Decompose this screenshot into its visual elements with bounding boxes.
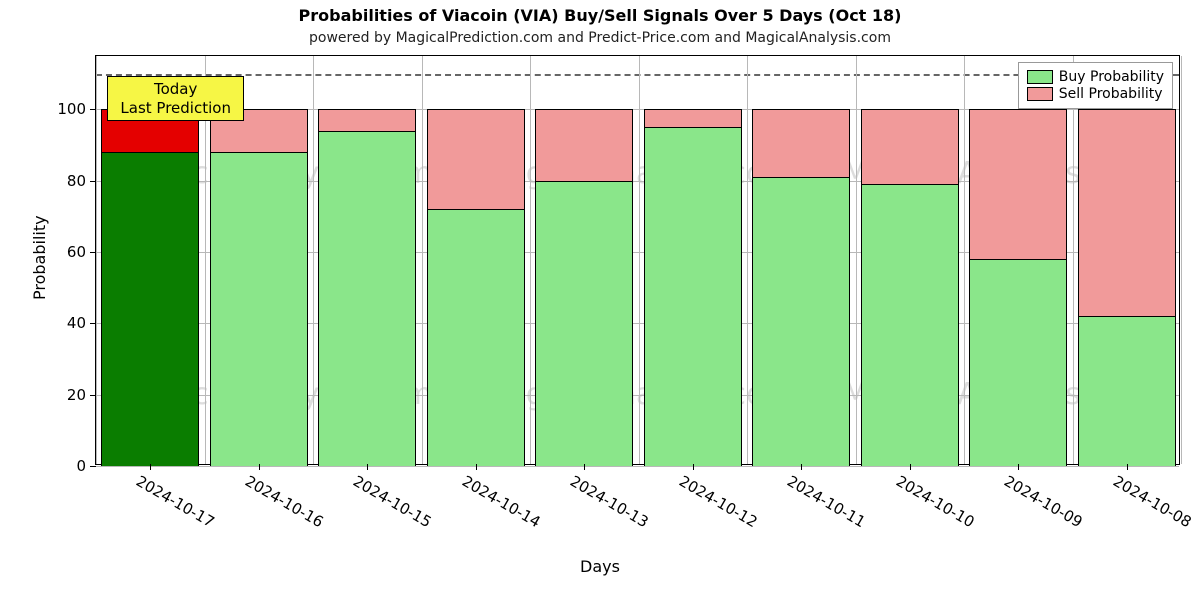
bar-buy: [535, 181, 633, 466]
bar-group: [752, 56, 850, 464]
x-tick-label: 2024-10-10: [893, 472, 978, 531]
bar-buy: [427, 209, 525, 466]
x-tick: [910, 464, 911, 470]
y-tick-label: 80: [46, 172, 96, 190]
legend-swatch: [1027, 70, 1053, 84]
bar-sell: [1078, 109, 1176, 316]
bar-sell: [861, 109, 959, 184]
x-tick: [801, 464, 802, 470]
x-tick: [259, 464, 260, 470]
x-tick-label: 2024-10-12: [676, 472, 761, 531]
bar-buy: [318, 131, 416, 466]
bar-sell: [752, 109, 850, 177]
bars-layer: [96, 56, 1179, 464]
x-tick-label: 2024-10-15: [350, 472, 435, 531]
v-gridline: [1181, 56, 1182, 464]
legend-swatch: [1027, 87, 1053, 101]
x-tick-label: 2024-10-09: [1001, 472, 1086, 531]
bar-group: [535, 56, 633, 464]
bar-group: [644, 56, 742, 464]
x-tick-label: 2024-10-17: [133, 472, 218, 531]
chart-title: Probabilities of Viacoin (VIA) Buy/Sell …: [0, 6, 1200, 25]
legend-row: Sell Probability: [1027, 86, 1164, 102]
y-tick-label: 20: [46, 386, 96, 404]
legend: Buy ProbabilitySell Probability: [1018, 62, 1173, 109]
annotation-line: Last Prediction: [120, 99, 231, 118]
x-tick-label: 2024-10-11: [784, 472, 869, 531]
bar-group: [1078, 56, 1176, 464]
y-tick-label: 100: [46, 100, 96, 118]
annotation-line: Today: [120, 80, 231, 99]
bar-group: [427, 56, 525, 464]
bar-buy: [1078, 316, 1176, 466]
legend-row: Buy Probability: [1027, 69, 1164, 85]
bar-sell: [318, 109, 416, 130]
x-tick: [693, 464, 694, 470]
bar-sell: [427, 109, 525, 209]
x-tick: [1018, 464, 1019, 470]
chart-subtitle: powered by MagicalPrediction.com and Pre…: [0, 30, 1200, 46]
bar-buy: [969, 259, 1067, 466]
bar-group: [969, 56, 1067, 464]
bar-sell: [969, 109, 1067, 259]
y-tick-label: 60: [46, 243, 96, 261]
bar-buy: [101, 152, 199, 466]
bar-buy: [210, 152, 308, 466]
y-axis-label: Probability: [30, 215, 49, 300]
bar-sell: [535, 109, 633, 180]
bar-group: [318, 56, 416, 464]
bar-sell: [644, 109, 742, 127]
y-tick-label: 0: [46, 457, 96, 475]
x-tick: [1127, 464, 1128, 470]
bar-buy: [752, 177, 850, 466]
x-tick: [367, 464, 368, 470]
figure: Probabilities of Viacoin (VIA) Buy/Sell …: [0, 0, 1200, 600]
legend-label: Sell Probability: [1059, 86, 1163, 102]
x-tick-label: 2024-10-14: [459, 472, 544, 531]
x-tick-label: 2024-10-13: [567, 472, 652, 531]
x-tick: [476, 464, 477, 470]
today-annotation: TodayLast Prediction: [107, 76, 244, 122]
plot-area: MagicalAnalysis.comMagicalAnalysis.comMa…: [95, 55, 1180, 465]
x-tick: [150, 464, 151, 470]
x-tick-label: 2024-10-08: [1110, 472, 1195, 531]
x-tick-label: 2024-10-16: [242, 472, 327, 531]
bar-group: [861, 56, 959, 464]
bar-buy: [644, 127, 742, 466]
bar-buy: [861, 184, 959, 466]
x-axis-label: Days: [0, 557, 1200, 576]
y-tick-label: 40: [46, 314, 96, 332]
x-tick: [584, 464, 585, 470]
legend-label: Buy Probability: [1059, 69, 1164, 85]
